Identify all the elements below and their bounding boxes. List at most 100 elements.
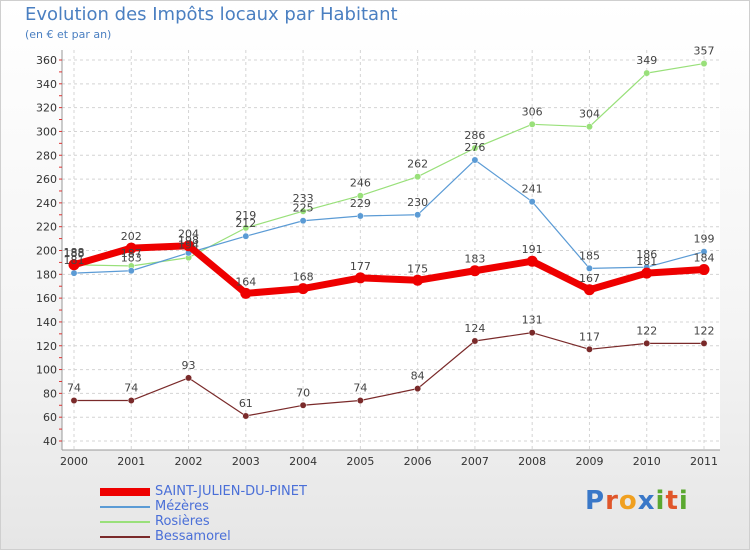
data-point [242, 232, 250, 240]
data-label: 188 [64, 246, 85, 259]
logo-letter: x [637, 486, 656, 516]
data-point [242, 412, 250, 420]
data-point [299, 207, 307, 215]
data-point [528, 329, 536, 337]
data-label: 177 [350, 260, 371, 273]
data-label: 183 [121, 252, 142, 265]
data-label: 117 [579, 330, 600, 343]
data-label: 202 [121, 230, 142, 243]
data-label: 164 [235, 275, 256, 288]
data-point [299, 401, 307, 409]
data-label: 212 [235, 217, 256, 230]
data-label: 74 [124, 382, 138, 395]
y-tick-label: 260 [36, 173, 57, 186]
data-label: 70 [296, 386, 310, 399]
y-tick-label: 120 [36, 340, 57, 353]
series-line-0 [70, 242, 708, 297]
x-tick-label: 2001 [117, 455, 145, 468]
data-label: 187 [121, 247, 142, 260]
data-label: 183 [464, 253, 485, 266]
data-label: 225 [293, 202, 314, 215]
logo-letter: t [665, 486, 679, 516]
data-point [583, 284, 595, 296]
x-tick-label: 2008 [518, 455, 546, 468]
chart-legend: SAINT-JULIEN-DU-PINET Mézères Rosières Bess… [100, 484, 307, 544]
y-tick-label: 320 [36, 102, 57, 115]
x-tick-label: 2004 [289, 455, 317, 468]
logo-letter: o [618, 486, 638, 516]
data-point [698, 264, 710, 276]
data-label: 229 [350, 197, 371, 210]
data-label: 219 [235, 209, 256, 222]
data-label: 204 [178, 228, 199, 241]
data-point [700, 339, 708, 347]
x-tick-label: 2009 [575, 455, 603, 468]
data-point [528, 120, 536, 128]
logo-letter: r [605, 486, 619, 516]
data-label: 262 [407, 158, 428, 171]
data-label: 185 [579, 249, 600, 262]
data-label: 186 [636, 248, 657, 261]
data-point [70, 269, 78, 277]
data-label: 306 [522, 105, 543, 118]
data-point [643, 339, 651, 347]
y-tick-label: 340 [36, 78, 57, 91]
x-tick-label: 2005 [346, 455, 374, 468]
series-line-3 [73, 332, 705, 417]
x-tick-label: 2006 [404, 455, 432, 468]
data-label: 61 [239, 397, 253, 410]
y-tick-label: 280 [36, 149, 57, 162]
data-label: 181 [636, 255, 657, 268]
data-point [471, 156, 479, 164]
data-label: 167 [579, 272, 600, 285]
data-point [414, 385, 422, 393]
x-tick-label: 2011 [690, 455, 718, 468]
data-label: 357 [694, 45, 715, 58]
data-point [586, 345, 593, 353]
y-tick-label: 80 [43, 387, 57, 400]
data-label: 184 [694, 252, 715, 265]
chart-title: Evolution des Impôts locaux par Habitant [25, 4, 398, 25]
data-point [412, 274, 424, 286]
data-point [185, 374, 192, 382]
data-point [356, 192, 364, 200]
data-point [127, 397, 135, 404]
data-label: 168 [293, 271, 314, 284]
data-label: 191 [522, 243, 543, 256]
data-label: 124 [464, 322, 485, 335]
y-tick-label: 140 [36, 316, 57, 329]
y-tick-label: 40 [43, 435, 57, 448]
legend-swatch [100, 487, 150, 496]
legend-swatch [100, 535, 150, 538]
y-tick-label: 160 [36, 292, 57, 305]
y-tick-label: 200 [36, 245, 57, 258]
data-point [297, 283, 309, 295]
data-label: 84 [411, 370, 425, 383]
data-point [414, 211, 422, 219]
data-point [526, 255, 538, 267]
data-point [299, 217, 307, 225]
legend-item: Bessamorel [100, 529, 307, 544]
proxiti-logo: Proxiti [585, 486, 689, 516]
series-line-2 [73, 62, 705, 267]
x-tick-label: 2000 [60, 455, 88, 468]
data-point [700, 248, 708, 256]
data-label: 286 [464, 129, 485, 142]
data-label: 276 [464, 141, 485, 154]
x-tick-label: 2002 [175, 455, 203, 468]
data-point [471, 144, 479, 152]
data-point [643, 69, 651, 77]
data-label: 93 [182, 359, 196, 372]
y-tick-label: 240 [36, 197, 57, 210]
data-point [240, 287, 252, 299]
data-label: 304 [579, 108, 600, 121]
data-label: 246 [350, 177, 371, 190]
y-tick-label: 220 [36, 221, 57, 234]
data-label: 241 [522, 183, 543, 196]
y-tick-label: 60 [43, 411, 57, 424]
data-label: 233 [293, 192, 314, 205]
data-point [68, 259, 80, 271]
x-tick-label: 2010 [633, 455, 661, 468]
legend-label: Rosières [155, 514, 210, 529]
data-point [586, 123, 593, 131]
